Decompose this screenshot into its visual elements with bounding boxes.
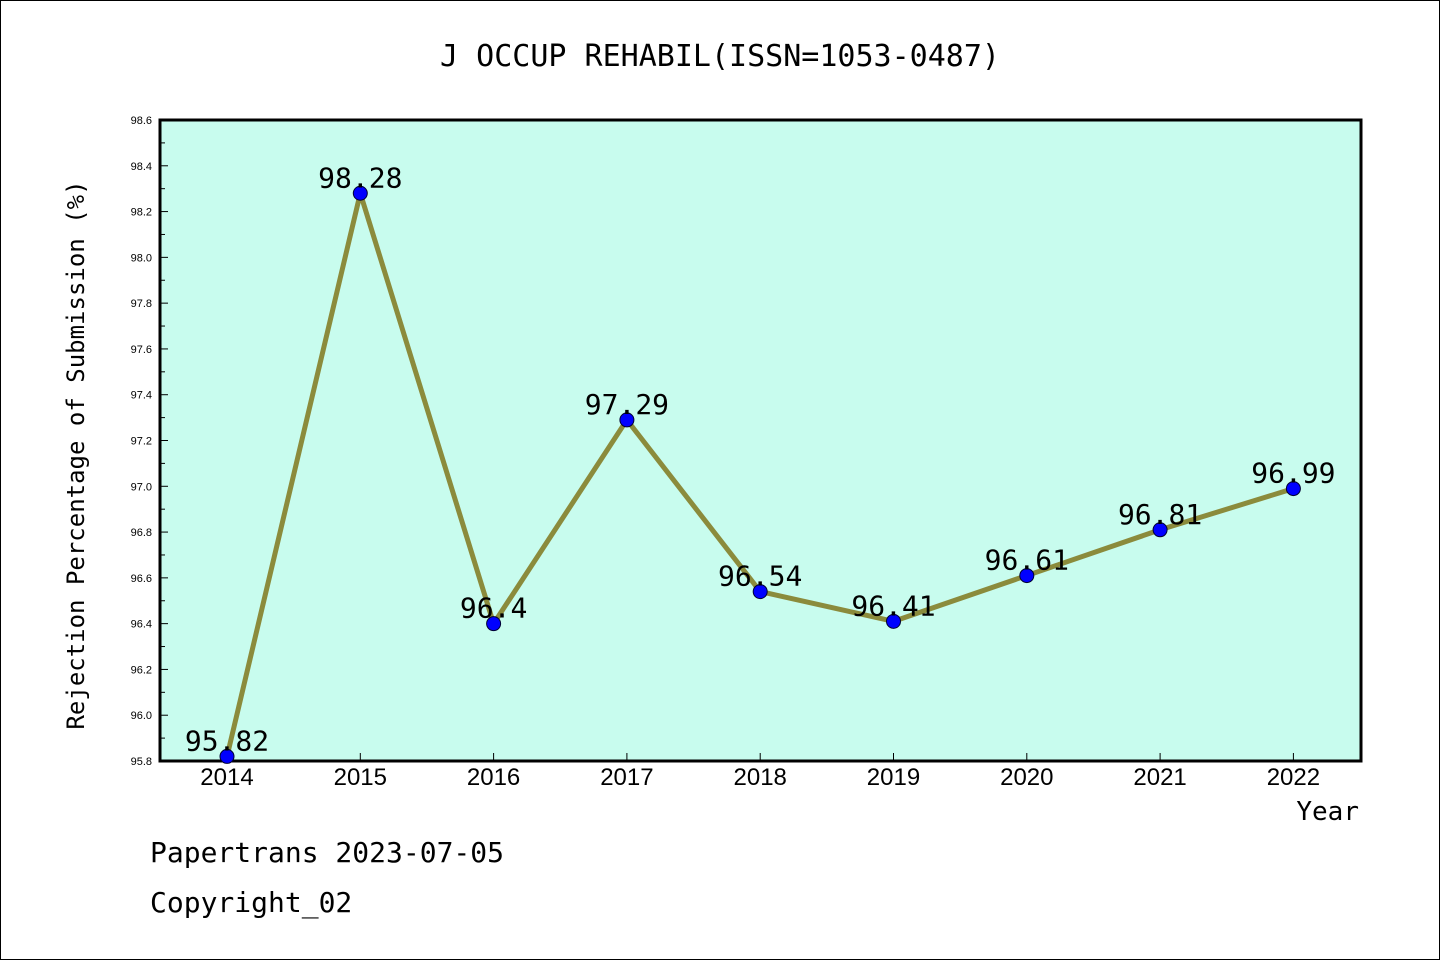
y-tick-label: 96.4 (131, 619, 152, 631)
data-label: 96.61 (985, 544, 1069, 577)
data-point (619, 412, 635, 428)
x-tick-label: 2019 (867, 764, 920, 791)
y-tick-label: 95.8 (131, 756, 152, 768)
data-point (1285, 481, 1301, 497)
y-tick-label: 96.8 (131, 527, 152, 539)
data-point (1152, 522, 1168, 538)
data-point (352, 185, 368, 201)
data-label: 96.54 (718, 560, 802, 593)
y-axis-label: Rejection Percentage of Submission (%) (62, 180, 90, 729)
x-axis-label: Year (1296, 797, 1359, 827)
footer-copyright: Copyright_02 (150, 886, 353, 919)
series-markers (219, 185, 1301, 764)
y-tick-label: 98.4 (131, 161, 152, 173)
data-point (486, 616, 502, 632)
y-tick-label: 98.6 (131, 115, 152, 127)
x-tick-label: 2022 (1267, 764, 1320, 791)
x-tick-label: 2017 (600, 764, 653, 791)
plot-area (158, 118, 1363, 763)
y-tick-label: 96.2 (131, 664, 152, 676)
y-tick-label: 97.8 (131, 298, 152, 310)
data-point (886, 613, 901, 629)
chart-title: J OCCUP REHABIL(ISSN=1053-0487) (440, 39, 1000, 74)
footer-date: Papertrans 2023-07-05 (150, 836, 505, 869)
y-tick-label: 96.0 (131, 710, 152, 722)
y-axis-ticks: 95.8 96.0 96.2 96.4 96.6 96.8 97.0 97.2 97.4 97.6… (131, 115, 168, 768)
data-labels: 95.82 98.28 96.4 97.29 96.54 96.41 96.61 96.81 9… (185, 161, 1336, 757)
x-tick-label: 2014 (200, 764, 253, 791)
y-tick-label: 96.6 (131, 573, 152, 585)
data-label: 96.41 (851, 589, 935, 622)
y-tick-label: 97.2 (131, 436, 152, 448)
x-tick-label: 2018 (734, 764, 787, 791)
data-label: 96.4 (460, 592, 527, 625)
data-label: 97.29 (585, 388, 669, 421)
data-point (219, 748, 235, 764)
data-label: 96.81 (1118, 498, 1202, 531)
y-tick-label: 97.4 (131, 390, 152, 402)
x-tick-label: 2016 (467, 764, 520, 791)
data-label: 98.28 (318, 161, 402, 194)
y-tick-label: 97.6 (131, 344, 152, 356)
y-tick-label: 98.2 (131, 207, 152, 219)
x-axis-ticks: 2014 2015 2016 2017 2018 2019 2020 2021 2022 (200, 753, 1320, 791)
data-label: 95.82 (185, 724, 269, 757)
x-tick-label: 2021 (1133, 764, 1186, 791)
y-tick-label: 98.0 (131, 252, 152, 264)
data-label: 96.99 (1251, 457, 1335, 490)
x-tick-label: 2020 (1000, 764, 1053, 791)
data-point (1019, 568, 1035, 584)
y-tick-label: 97.0 (131, 481, 152, 493)
x-tick-label: 2015 (334, 764, 387, 791)
data-point (752, 584, 768, 600)
